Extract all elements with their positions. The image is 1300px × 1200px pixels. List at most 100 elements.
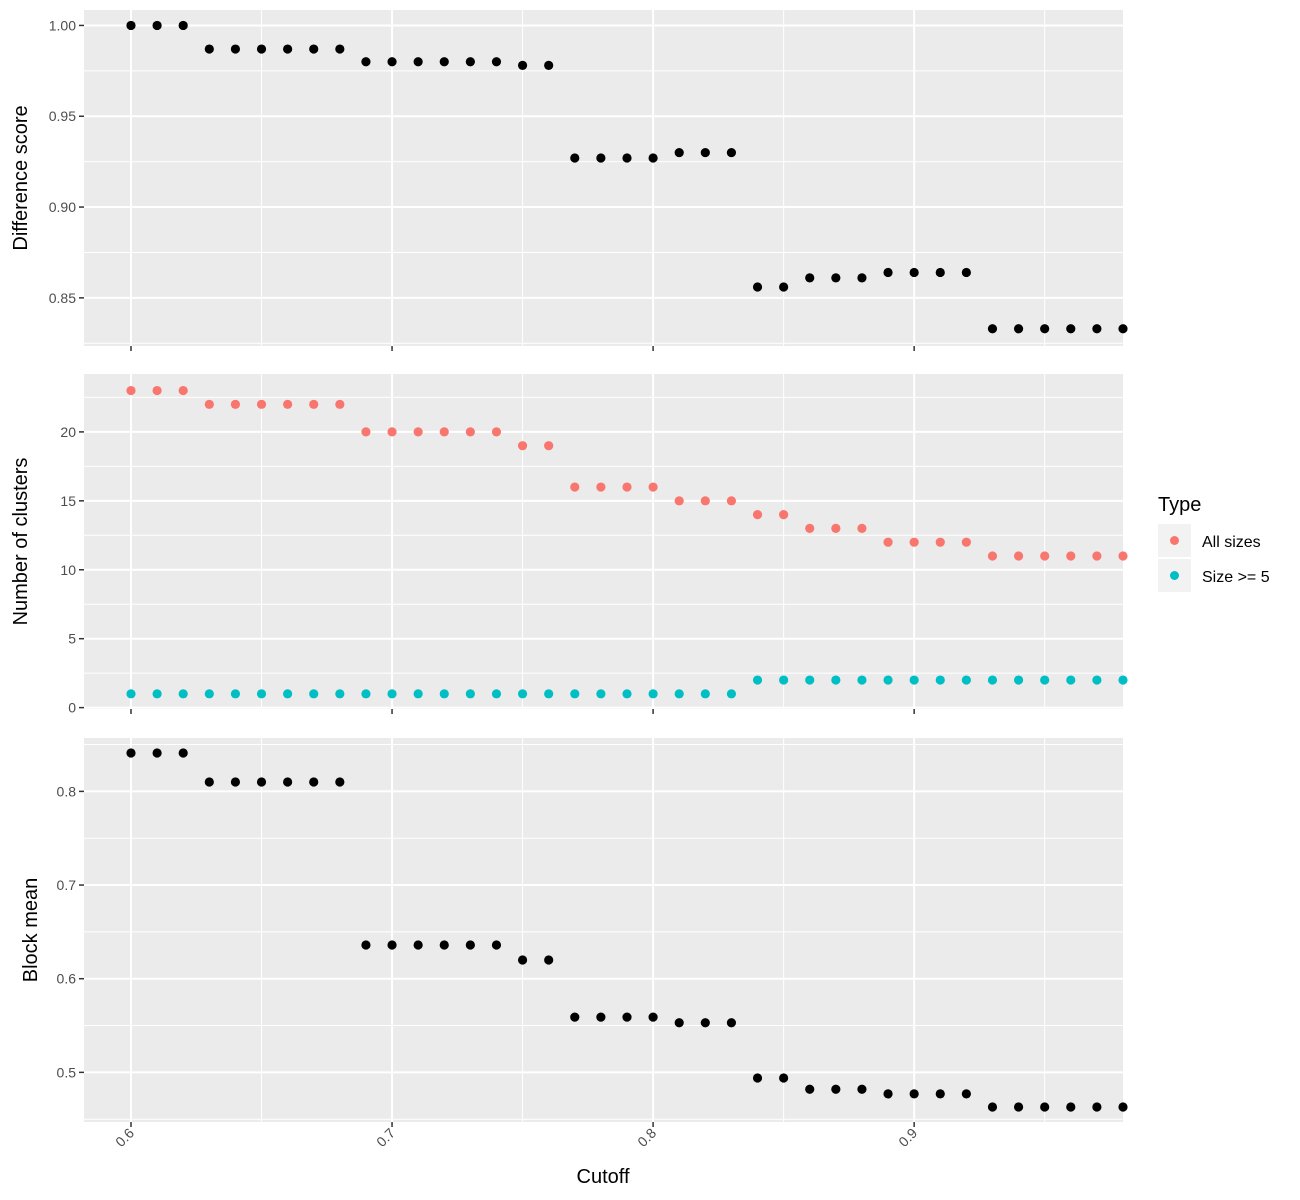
- data-point: [570, 689, 580, 699]
- y-tick-label: 0.95: [49, 108, 76, 124]
- data-point: [987, 1102, 998, 1112]
- y-tick-label: 0: [68, 700, 76, 716]
- data-point: [335, 44, 345, 54]
- data-point: [544, 955, 554, 965]
- data-point: [883, 1089, 893, 1099]
- y-tick-label: 10: [60, 562, 76, 578]
- legend-label-size-ge-5: Size >= 5: [1202, 569, 1270, 586]
- data-point: [230, 399, 241, 409]
- data-point: [674, 147, 684, 158]
- data-point: [1118, 551, 1128, 561]
- data-point: [779, 1073, 789, 1083]
- data-point: [152, 689, 162, 699]
- data-point: [491, 427, 502, 437]
- data-point: [152, 20, 162, 31]
- legend-marker-all-sizes: [1170, 536, 1179, 545]
- data-point: [752, 1073, 763, 1083]
- data-point: [361, 940, 371, 950]
- data-point: [700, 496, 710, 506]
- data-point: [700, 147, 710, 158]
- data-point: [987, 675, 998, 685]
- y-tick-label: 15: [60, 493, 76, 509]
- data-point: [779, 282, 789, 292]
- y-tick-label: 0.7: [57, 877, 77, 893]
- data-point: [178, 689, 188, 699]
- data-point: [857, 273, 867, 283]
- y-tick-label: 0.5: [57, 1064, 77, 1080]
- y-tick-label: 0.90: [49, 199, 76, 215]
- data-point: [596, 482, 606, 492]
- data-point: [230, 777, 241, 787]
- data-point: [805, 675, 815, 685]
- x-tick-label: 0.9: [895, 1125, 920, 1150]
- data-point: [204, 44, 214, 54]
- data-point: [517, 689, 528, 699]
- data-point: [309, 399, 319, 409]
- data-point: [831, 523, 841, 534]
- data-point: [283, 399, 293, 409]
- data-point: [517, 60, 528, 70]
- data-point: [465, 940, 475, 950]
- data-point: [674, 1018, 684, 1028]
- data-point: [1066, 324, 1076, 334]
- data-point: [935, 267, 945, 278]
- data-point: [361, 689, 371, 699]
- data-point: [935, 537, 945, 547]
- data-point: [283, 777, 293, 787]
- data-point: [570, 482, 580, 492]
- data-point: [517, 955, 528, 965]
- y-tick-label: 0.85: [49, 290, 76, 306]
- y-tick-label: 20: [60, 424, 76, 440]
- data-point: [178, 748, 188, 758]
- data-point: [961, 1089, 971, 1099]
- data-point: [1092, 675, 1102, 685]
- x-tick-label: 0.8: [634, 1125, 659, 1150]
- panel-background: [84, 738, 1123, 1122]
- data-point: [700, 689, 710, 699]
- data-point: [570, 1012, 580, 1022]
- data-point: [857, 523, 867, 534]
- y-axis-title: Number of clusters: [10, 458, 32, 626]
- data-point: [622, 689, 632, 699]
- y-tick-label: 5: [68, 631, 76, 647]
- data-point: [309, 44, 319, 54]
- data-point: [387, 689, 397, 699]
- data-point: [152, 748, 162, 758]
- data-point: [178, 385, 188, 396]
- data-point: [361, 57, 371, 67]
- data-point: [204, 777, 214, 787]
- data-point: [465, 57, 475, 67]
- data-point: [779, 675, 789, 685]
- data-point: [596, 689, 606, 699]
- data-point: [283, 44, 293, 54]
- data-point: [126, 385, 136, 396]
- data-point: [309, 689, 319, 699]
- data-point: [752, 675, 763, 685]
- data-point: [387, 940, 397, 950]
- data-point: [335, 777, 345, 787]
- data-point: [596, 153, 606, 163]
- data-point: [909, 537, 919, 547]
- data-point: [909, 675, 919, 685]
- data-point: [857, 675, 867, 685]
- data-point: [1013, 675, 1024, 685]
- data-point: [909, 267, 919, 278]
- data-point: [413, 57, 423, 67]
- data-point: [1040, 1102, 1050, 1112]
- data-point: [387, 427, 397, 437]
- y-axis-title: Difference score: [10, 105, 32, 250]
- data-point: [335, 399, 345, 409]
- data-point: [1013, 551, 1024, 561]
- data-point: [752, 282, 763, 292]
- data-point: [1040, 551, 1050, 561]
- data-point: [1118, 1102, 1128, 1112]
- y-axis-title: Block mean: [20, 878, 42, 983]
- legend: Type All sizes Size >= 5: [1158, 494, 1270, 592]
- data-point: [204, 399, 214, 409]
- data-point: [1092, 551, 1102, 561]
- data-point: [1092, 1102, 1102, 1112]
- data-point: [779, 510, 789, 520]
- data-point: [1118, 324, 1128, 334]
- data-point: [230, 689, 241, 699]
- legend-label-all-sizes: All sizes: [1202, 534, 1261, 551]
